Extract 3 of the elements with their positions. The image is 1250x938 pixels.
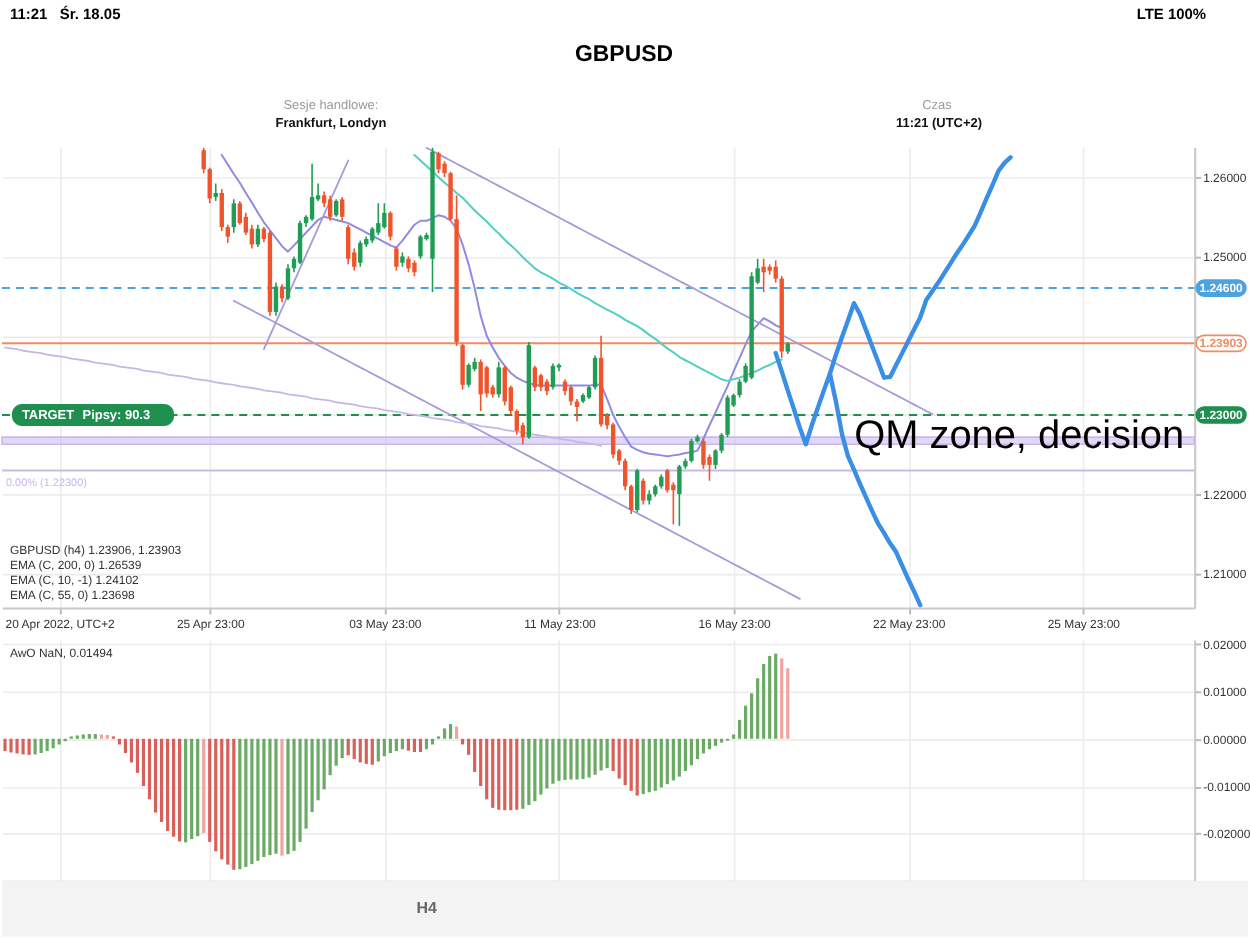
band-label: QM zone, decision [854, 414, 1185, 459]
chart-title: GBPUSD [574, 43, 674, 68]
text: H4 [416, 898, 438, 917]
